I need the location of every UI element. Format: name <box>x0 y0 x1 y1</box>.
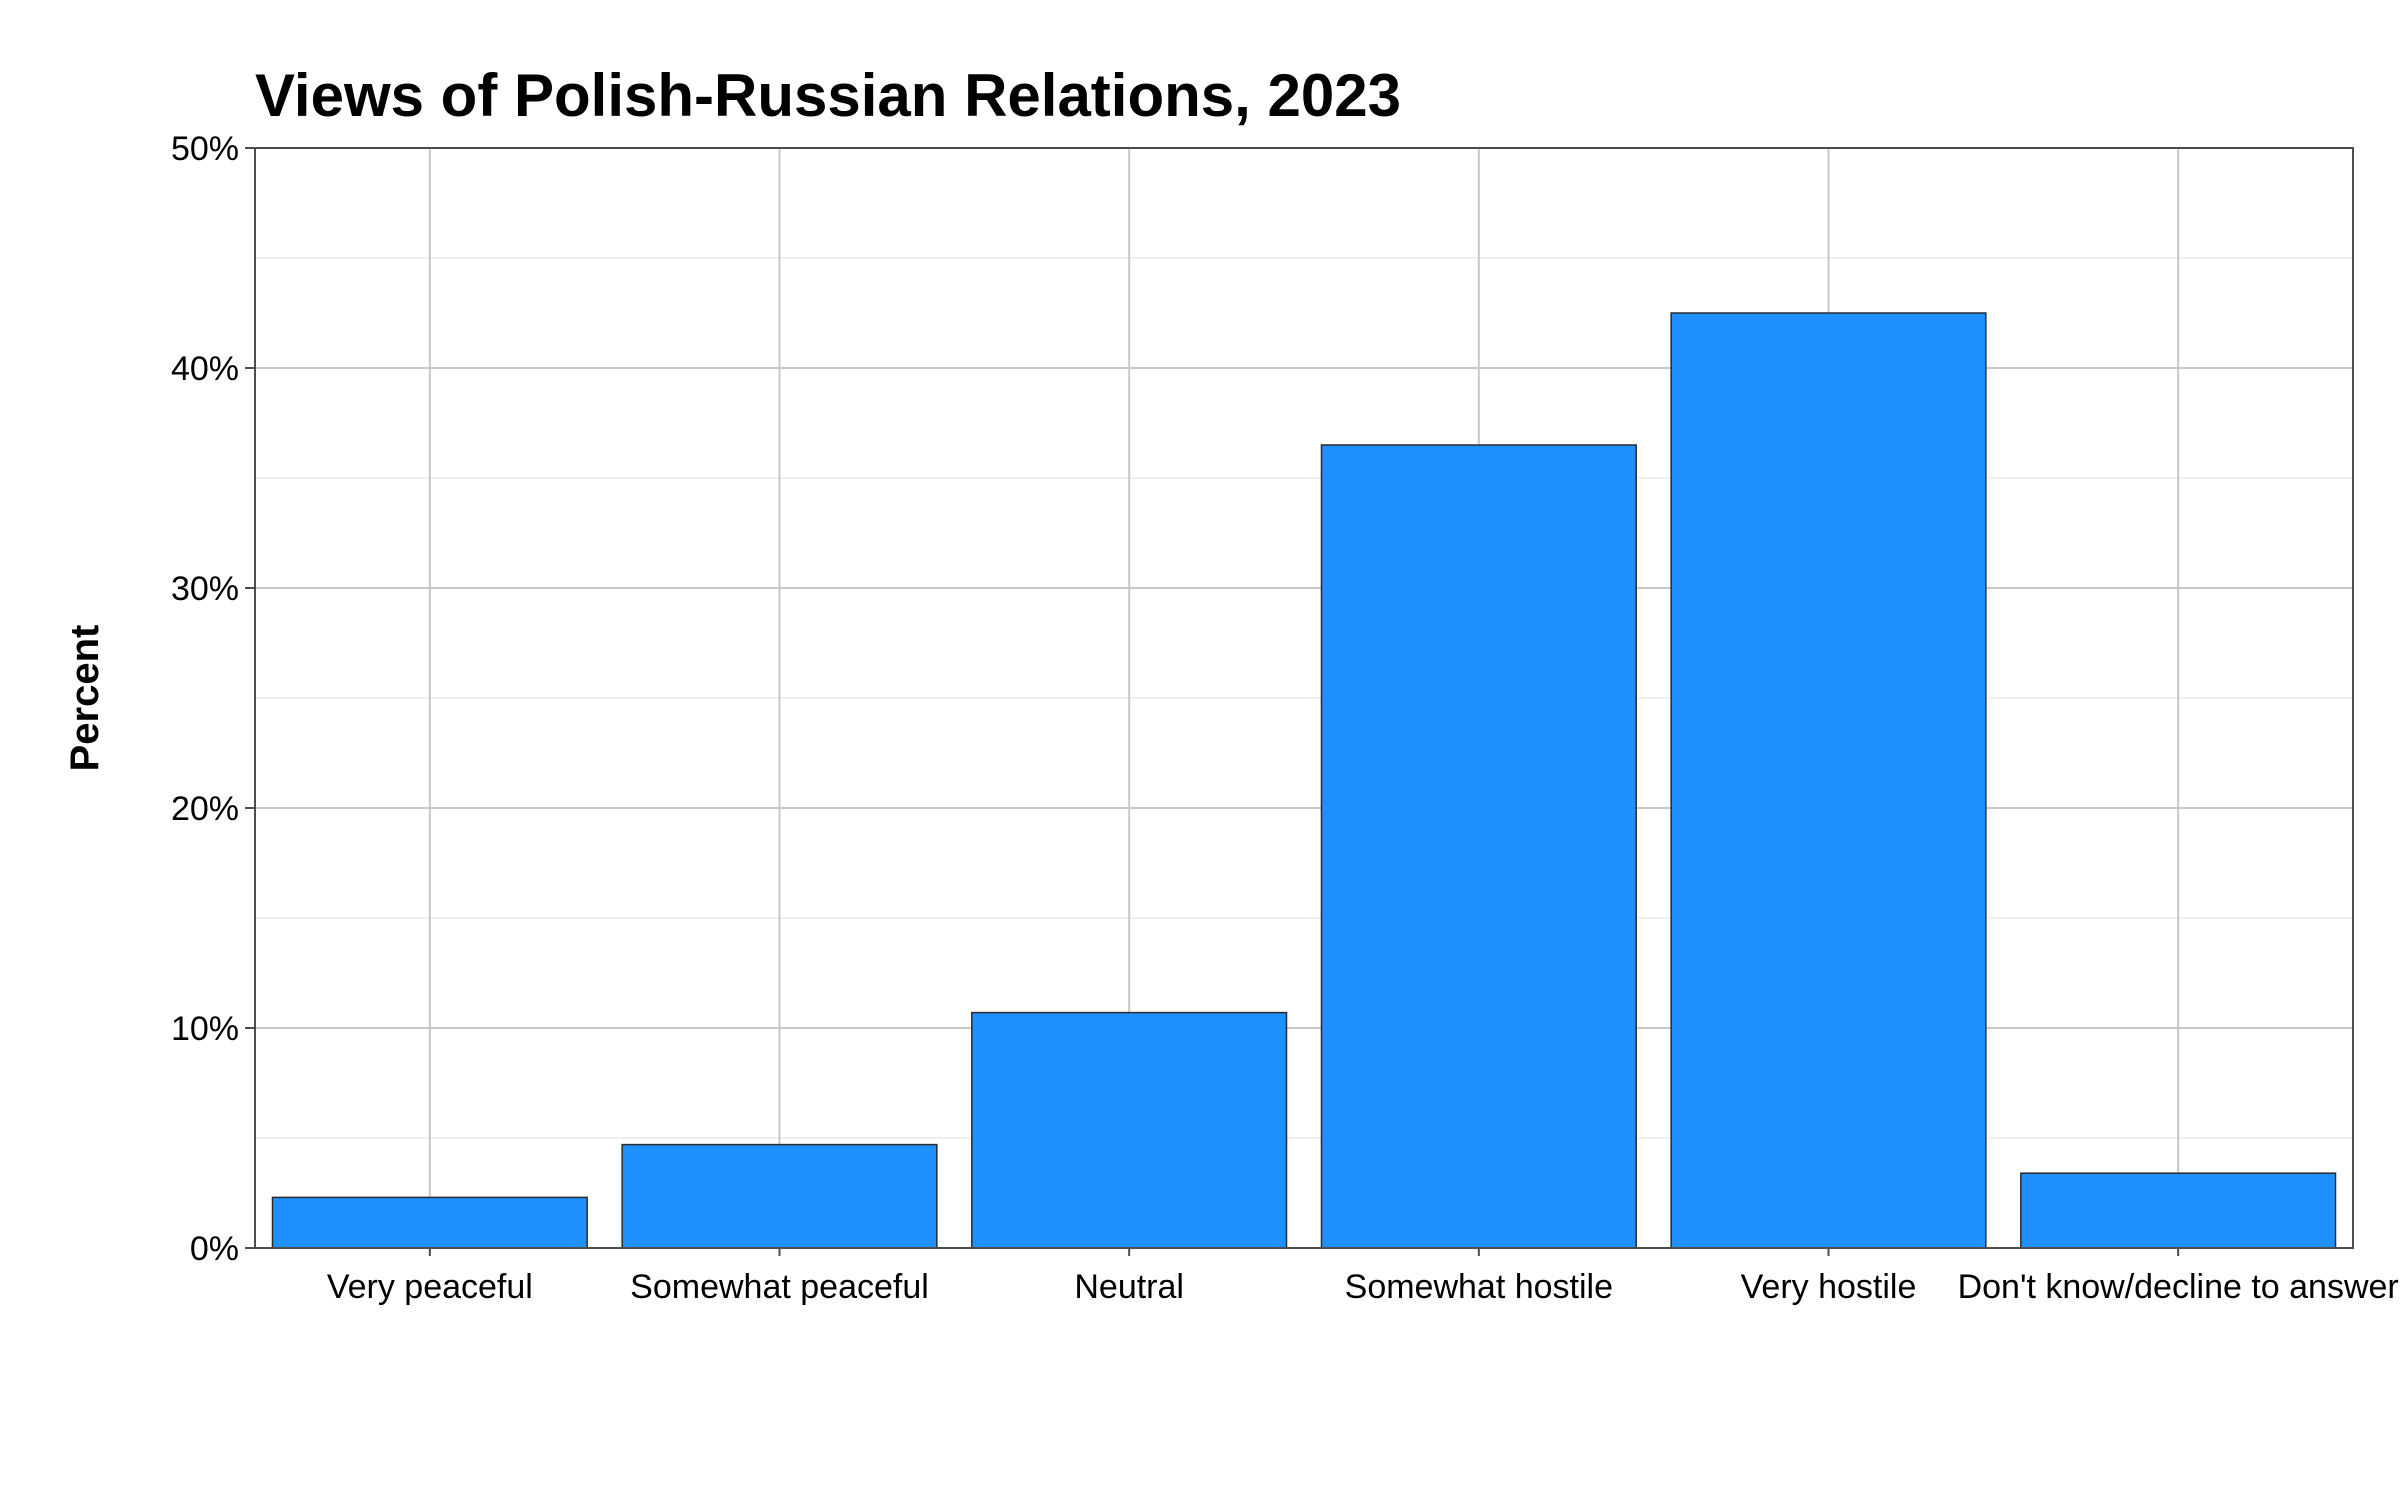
y-tick-label: 0% <box>190 1230 239 1268</box>
y-tick-label: 10% <box>171 1010 239 1048</box>
grid-lines <box>255 147 2353 1249</box>
y-axis-label: Percent <box>63 625 107 772</box>
chart-title: Views of Polish-Russian Relations, 2023 <box>255 62 1401 129</box>
bar <box>1670 312 1987 1249</box>
y-tick-label: 50% <box>171 130 239 168</box>
bar <box>621 1143 938 1249</box>
x-tick-label: Neutral <box>1074 1268 1184 1306</box>
x-axis-labels: Very peaceful Somewhat peaceful Neutral Som… <box>327 1248 2399 1306</box>
y-tick-label: 30% <box>171 570 239 608</box>
x-tick-label: Don't know/decline to answer <box>1958 1268 2399 1306</box>
plot-frame <box>254 147 2354 1249</box>
bar <box>971 1011 1288 1249</box>
y-tick-label: 40% <box>171 350 239 388</box>
bar <box>271 1196 588 1249</box>
bar <box>1320 444 1637 1249</box>
x-tick-label: Somewhat hostile <box>1345 1268 1613 1306</box>
x-tick-label: Somewhat peaceful <box>630 1268 929 1306</box>
x-tick-label: Very peaceful <box>327 1268 533 1306</box>
bars <box>271 312 2337 1249</box>
y-tick-label: 20% <box>171 790 239 828</box>
bar <box>2020 1172 2337 1249</box>
x-tick-label: Very hostile <box>1741 1268 1917 1306</box>
y-axis-ticks: 0% 10% 20% 30% 40% 50% <box>171 130 255 1268</box>
